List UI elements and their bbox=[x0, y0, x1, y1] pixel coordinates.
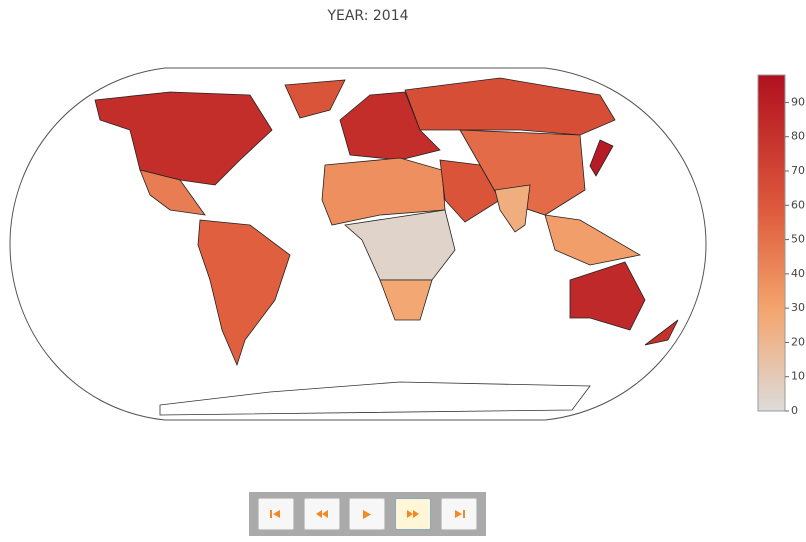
colorbar-tick-label: 20 bbox=[791, 335, 805, 348]
region bbox=[544, 214, 642, 266]
region bbox=[339, 91, 441, 161]
region bbox=[321, 157, 446, 226]
region bbox=[379, 279, 433, 321]
region bbox=[284, 79, 346, 119]
previous-button[interactable] bbox=[303, 498, 340, 530]
region bbox=[197, 219, 291, 367]
chart-title: YEAR: 2014 bbox=[326, 8, 408, 24]
colorbar-tick-label: 40 bbox=[791, 267, 805, 280]
region bbox=[139, 169, 206, 216]
colorbar-tick-label: 10 bbox=[791, 370, 805, 383]
colorbar-tick-label: 90 bbox=[791, 95, 805, 108]
colorbar-tick-label: 80 bbox=[791, 130, 805, 143]
antarctica bbox=[159, 381, 591, 416]
region bbox=[494, 184, 531, 233]
colorbar-tick-label: 0 bbox=[791, 404, 798, 417]
region bbox=[589, 139, 614, 177]
colorbar-tick-label: 50 bbox=[791, 233, 805, 246]
region bbox=[94, 91, 273, 186]
colorbar-tick-label: 70 bbox=[791, 164, 805, 177]
first-button[interactable] bbox=[257, 498, 294, 530]
colorbar-tick-label: 30 bbox=[791, 301, 805, 314]
next-button[interactable] bbox=[395, 498, 432, 530]
animation-controls bbox=[249, 492, 486, 536]
last-button[interactable] bbox=[441, 498, 478, 530]
colorbar bbox=[757, 74, 786, 412]
play-button[interactable] bbox=[349, 498, 386, 530]
region bbox=[439, 159, 501, 223]
colorbar-tick-label: 60 bbox=[791, 198, 805, 211]
region bbox=[644, 319, 679, 346]
region bbox=[569, 261, 646, 331]
map: YEAR: 2014 0 10 20 30 40 50 60 70 80 90 bbox=[9, 8, 805, 421]
